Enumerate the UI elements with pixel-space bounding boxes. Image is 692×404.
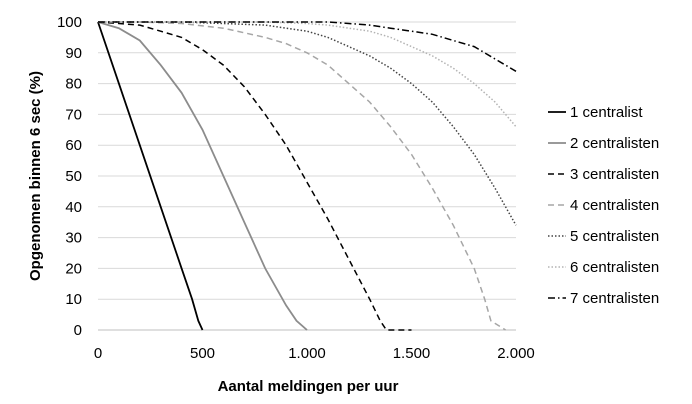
y-tick-label: 20 [65, 260, 82, 277]
y-tick-label: 90 [65, 45, 82, 62]
y-tick-label: 100 [57, 14, 82, 31]
series-line-6 [98, 21, 517, 128]
x-tick-label: 1.000 [288, 345, 326, 362]
x-axis-title: Aantal meldingen per uur [218, 378, 399, 395]
y-tick-label: 80 [65, 76, 82, 93]
tick-labels: 0 10 20 30 40 50 60 70 80 90 100 0 500 1.000 1.500 2.00… [57, 14, 535, 362]
legend-label: 5 centralisten [570, 228, 659, 245]
series-line-4 [98, 21, 506, 331]
y-tick-label: 70 [65, 106, 82, 123]
x-tick-label: 500 [190, 345, 215, 362]
series-line-7 [98, 21, 517, 72]
series-line-3 [97, 21, 412, 331]
legend-label: 2 centralisten [570, 135, 659, 152]
legend-label: 1 centralist [570, 104, 643, 121]
y-tick-label: 10 [65, 291, 82, 308]
y-axis-title: Opgenomen binnen 6 sec (%) [27, 71, 44, 281]
x-tick-label: 2.000 [497, 345, 535, 362]
legend-label: 6 centralisten [570, 259, 659, 276]
legend-label: 3 centralisten [570, 166, 659, 183]
y-tick-label: 50 [65, 168, 82, 185]
y-tick-label: 40 [65, 199, 82, 216]
legend-label: 7 centralisten [570, 290, 659, 307]
y-tick-label: 0 [74, 322, 82, 339]
gridlines [98, 21, 516, 300]
y-tick-label: 60 [65, 137, 82, 154]
y-tick-label: 30 [65, 230, 82, 247]
legend: 1 centralist 2 centralisten 3 centralisten… [548, 104, 659, 307]
series-line-1 [97, 21, 204, 331]
series-lines [97, 21, 517, 331]
x-tick-label: 1.500 [393, 345, 431, 362]
legend-label: 4 centralisten [570, 197, 659, 214]
series-line-2 [97, 21, 308, 331]
x-tick-label: 0 [94, 345, 102, 362]
